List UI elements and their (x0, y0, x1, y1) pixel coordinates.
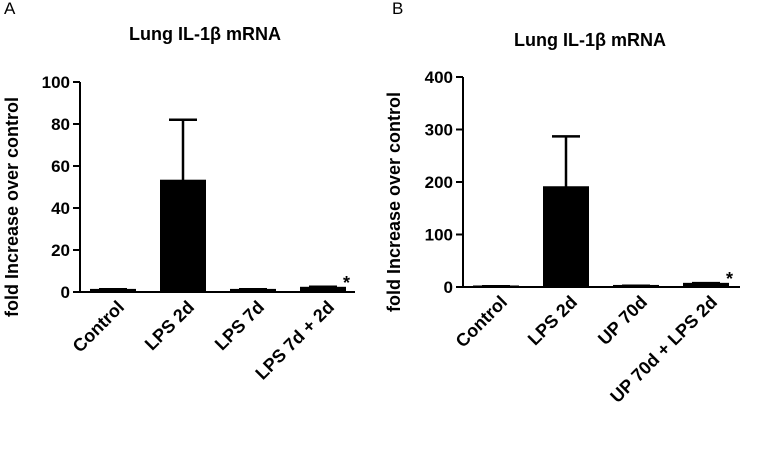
x-tick-label: UP 70d (594, 292, 651, 349)
chart-title: Lung IL-1β mRNA (129, 24, 281, 44)
y-tick-label: 100 (425, 226, 453, 245)
y-tick-label: 0 (61, 283, 70, 302)
bar (543, 186, 589, 288)
chart-title: Lung IL-1β mRNA (514, 30, 666, 50)
x-tick-label: LPS 2d (524, 292, 581, 349)
y-tick-label: 400 (425, 68, 453, 87)
panel-label: A (4, 0, 16, 18)
y-tick-label: 300 (425, 121, 453, 140)
y-tick-label: 0 (444, 278, 453, 297)
bar (90, 288, 136, 293)
y-axis-label: fold Increase over control (2, 97, 22, 317)
bar (613, 284, 659, 288)
x-tick-label: LPS 7d (211, 297, 268, 354)
bar (160, 179, 206, 293)
panel-label: B (392, 0, 403, 18)
x-tick-label: Control (69, 297, 128, 356)
bar (473, 285, 519, 288)
x-tick-label: LPS 2d (141, 297, 198, 354)
y-tick-label: 60 (51, 157, 70, 176)
y-tick-label: 40 (51, 199, 70, 218)
bar (683, 282, 729, 288)
bar (230, 288, 276, 293)
bar (300, 286, 346, 293)
annotation: * (726, 269, 733, 289)
annotation: * (343, 273, 350, 293)
y-axis-label: fold Increase over control (384, 92, 404, 312)
y-tick-label: 80 (51, 115, 70, 134)
y-tick-label: 20 (51, 241, 70, 260)
x-tick-label: Control (452, 292, 511, 351)
y-tick-label: 100 (42, 73, 70, 92)
y-tick-label: 200 (425, 173, 453, 192)
